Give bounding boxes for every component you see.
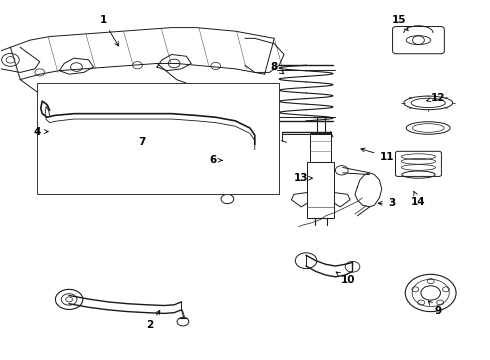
- Text: 14: 14: [411, 191, 426, 207]
- Text: 8: 8: [270, 62, 284, 74]
- Text: 9: 9: [428, 301, 441, 316]
- Text: 15: 15: [392, 15, 408, 31]
- Text: 1: 1: [99, 15, 119, 46]
- Text: 11: 11: [361, 148, 394, 162]
- Bar: [310, 134, 331, 162]
- Text: 7: 7: [139, 138, 146, 147]
- Text: 2: 2: [146, 310, 160, 330]
- Text: 10: 10: [336, 272, 355, 285]
- Text: 6: 6: [210, 155, 222, 165]
- Text: 3: 3: [378, 198, 395, 208]
- Text: 4: 4: [34, 127, 49, 136]
- Bar: [307, 162, 334, 218]
- FancyBboxPatch shape: [395, 151, 441, 176]
- Bar: [37, 83, 279, 194]
- Text: 13: 13: [294, 173, 313, 183]
- Text: 12: 12: [427, 93, 445, 103]
- FancyBboxPatch shape: [392, 27, 444, 54]
